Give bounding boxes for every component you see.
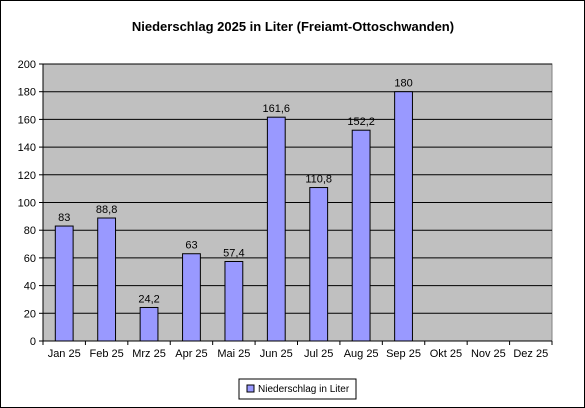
bar — [266, 116, 286, 342]
bars — [54, 91, 413, 342]
legend-label: Niederschlag in Liter — [258, 384, 350, 395]
bar — [182, 253, 201, 342]
x-tick-label: Mai 25 — [217, 348, 250, 360]
data-label: 24,2 — [138, 293, 159, 305]
bar — [309, 187, 329, 342]
gridlines — [43, 63, 552, 314]
y-tick-label: 100 — [18, 198, 36, 210]
y-tick-label: 0 — [30, 336, 36, 348]
x-tick-label: Feb 25 — [90, 348, 124, 360]
y-tick-label: 40 — [24, 281, 36, 293]
chart-title: Niederschlag 2025 in Liter (Freiamt-Otto… — [132, 19, 454, 34]
y-tick-label: 200 — [18, 59, 36, 71]
bar — [394, 91, 413, 342]
x-tick-label: Nov 25 — [471, 348, 506, 360]
x-tick-label: Dez 25 — [513, 348, 548, 360]
data-label: 110,8 — [305, 174, 332, 186]
data-label: 180 — [394, 78, 412, 90]
x-tick-label: Mrz 25 — [132, 348, 166, 360]
bar — [97, 217, 117, 342]
x-tick-label: Okt 25 — [430, 348, 462, 360]
y-axis-ticks: 0 20 40 60 80 100 120 140 160 180 200 — [18, 59, 43, 348]
x-tick-label: Jul 25 — [304, 348, 333, 360]
y-tick-label: 20 — [24, 308, 36, 320]
x-tick-label: Sep 25 — [386, 348, 421, 360]
bar — [351, 129, 371, 342]
y-tick-label: 160 — [18, 114, 36, 126]
x-tick-label: Jun 25 — [260, 348, 293, 360]
x-axis-ticks: Jan 25 Feb 25 Mrz 25 Apr 25 Mai 25 Jun 25 Jul … — [42, 341, 553, 360]
data-label: 63 — [185, 240, 197, 252]
data-label: 152,2 — [347, 116, 375, 128]
data-label: 88,8 — [96, 204, 117, 216]
data-label: 83 — [58, 212, 70, 224]
y-tick-label: 140 — [18, 142, 36, 154]
data-label: 161,6 — [263, 103, 291, 115]
bar — [224, 261, 244, 342]
x-tick-label: Aug 25 — [344, 348, 379, 360]
y-tick-label: 60 — [24, 253, 36, 265]
data-labels: 83 88,8 24,2 63 57,4 161,6 110,8 152,2 180 — [58, 78, 413, 306]
bar — [54, 225, 74, 342]
y-tick-label: 80 — [24, 225, 36, 237]
data-label: 57,4 — [223, 248, 244, 260]
bar — [139, 306, 159, 342]
x-tick-label: Jan 25 — [48, 348, 81, 360]
x-tick-label: Apr 25 — [175, 348, 207, 360]
y-tick-label: 180 — [18, 87, 36, 99]
y-tick-label: 120 — [18, 170, 36, 182]
legend-swatch — [246, 384, 255, 393]
legend-box — [238, 378, 357, 400]
legend: Niederschlag in Liter — [238, 378, 357, 400]
